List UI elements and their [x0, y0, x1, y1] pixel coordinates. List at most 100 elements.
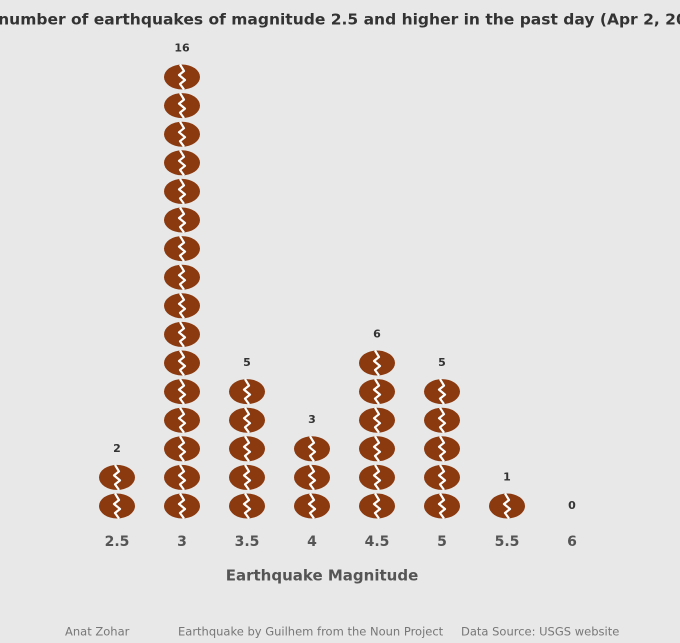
x-tick-label: 6 — [567, 534, 577, 550]
icon-crack — [437, 378, 447, 405]
icon-stack — [164, 63, 200, 520]
icon-crack — [177, 235, 187, 262]
earthquake-icon — [164, 292, 200, 319]
icon-crack — [177, 264, 187, 291]
icon-crack — [177, 121, 187, 148]
earthquake-icon — [229, 378, 265, 405]
icon-crack — [242, 435, 252, 462]
earthquake-icon — [424, 464, 460, 491]
icon-crack — [177, 349, 187, 377]
earthquake-icon — [359, 464, 395, 491]
earthquake-icon — [424, 407, 460, 434]
x-tick-label: 2.5 — [105, 534, 130, 550]
icon-crack — [372, 492, 382, 520]
earthquake-icon — [164, 407, 200, 434]
icon-stack — [229, 378, 265, 520]
icon-crack — [177, 464, 187, 491]
earthquake-icon — [99, 492, 135, 520]
icon-stack — [489, 492, 525, 520]
earthquake-icon — [164, 492, 200, 520]
icon-crack — [242, 464, 252, 491]
icon-crack — [177, 407, 187, 434]
earthquake-icon — [359, 435, 395, 462]
earthquake-icon — [229, 435, 265, 462]
footer-credit: Earthquake by Guilhem from the Noun Proj… — [178, 625, 444, 639]
x-tick-label: 3 — [177, 534, 187, 550]
icon-crack — [372, 435, 382, 462]
icon-crack — [177, 149, 187, 176]
value-label: 16 — [174, 41, 190, 54]
icon-stack — [359, 349, 395, 520]
icon-crack — [437, 492, 447, 520]
icon-crack — [502, 492, 512, 520]
value-label: 2 — [113, 442, 121, 455]
earthquake-icon — [359, 378, 395, 405]
earthquake-icon — [164, 121, 200, 148]
icon-crack — [177, 378, 187, 405]
x-tick-label: 5.5 — [495, 534, 520, 550]
icon-crack — [177, 292, 187, 319]
earthquake-icon — [164, 178, 200, 205]
earthquake-icon — [424, 378, 460, 405]
icon-stack — [424, 378, 460, 520]
earthquake-icon — [489, 492, 525, 520]
value-label: 0 — [568, 499, 576, 512]
icon-crack — [112, 492, 122, 520]
earthquake-icon — [164, 63, 200, 91]
earthquake-icon — [99, 464, 135, 491]
footer-source: Data Source: USGS website — [461, 625, 619, 639]
earthquake-icon — [229, 492, 265, 520]
icon-crack — [372, 464, 382, 491]
icon-crack — [242, 492, 252, 520]
icon-crack — [437, 435, 447, 462]
icon-crack — [177, 492, 187, 520]
icon-crack — [307, 435, 317, 462]
chart-title: The number of earthquakes of magnitude 2… — [0, 11, 680, 29]
value-label: 1 — [503, 470, 511, 483]
icon-crack — [372, 349, 382, 377]
icon-crack — [372, 407, 382, 434]
icon-crack — [307, 464, 317, 491]
icon-crack — [437, 464, 447, 491]
earthquake-icon — [424, 435, 460, 462]
icon-stack — [294, 435, 330, 520]
earthquake-icon — [229, 407, 265, 434]
icon-crack — [307, 492, 317, 520]
x-tick-label: 4 — [307, 534, 317, 550]
earthquake-icon — [164, 378, 200, 405]
icon-crack — [177, 206, 187, 234]
earthquake-icon — [229, 464, 265, 491]
earthquake-icon — [164, 92, 200, 119]
value-label: 5 — [438, 356, 446, 369]
footer-author: Anat Zohar — [65, 625, 130, 639]
earthquake-icon — [424, 492, 460, 520]
x-axis-title: Earthquake Magnitude — [226, 567, 419, 585]
value-label: 6 — [373, 327, 381, 340]
icon-crack — [242, 407, 252, 434]
earthquake-icon — [294, 492, 330, 520]
x-tick-label: 4.5 — [365, 534, 390, 550]
earthquake-icon — [164, 464, 200, 491]
earthquake-icon — [359, 349, 395, 377]
earthquake-icon — [164, 264, 200, 291]
earthquake-icon — [359, 492, 395, 520]
icon-crack — [177, 435, 187, 462]
earthquake-icon — [359, 407, 395, 434]
earthquake-icon — [164, 321, 200, 348]
earthquake-icon — [294, 464, 330, 491]
icon-stack — [99, 464, 135, 520]
earthquake-icon — [164, 349, 200, 377]
earthquake-icon — [164, 149, 200, 176]
earthquake-icon — [294, 435, 330, 462]
value-label: 3 — [308, 413, 316, 426]
icon-crack — [177, 178, 187, 205]
icon-crack — [437, 407, 447, 434]
x-tick-label: 3.5 — [235, 534, 260, 550]
earthquake-icon — [164, 435, 200, 462]
icon-crack — [242, 378, 252, 405]
earthquake-icon — [164, 235, 200, 262]
x-tick-label: 5 — [437, 534, 447, 550]
icon-crack — [177, 63, 187, 91]
